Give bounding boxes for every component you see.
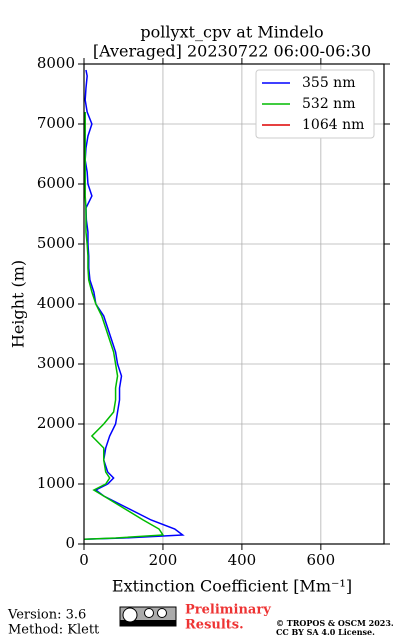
legend-label: 532 nm xyxy=(302,96,355,112)
y-tick-label: 0 xyxy=(65,534,75,552)
y-tick-label: 5000 xyxy=(37,234,75,252)
copyright: CC BY SA 4.0 License. xyxy=(276,627,375,637)
y-tick-label: 7000 xyxy=(37,114,75,132)
x-axis-label: Extinction Coefficient [Mm⁻¹] xyxy=(112,577,352,596)
y-axis-label: Height (m) xyxy=(9,260,28,348)
preliminary: Preliminary xyxy=(185,603,271,618)
copyright: © TROPOS & OSCM 2023. xyxy=(276,618,394,628)
y-tick-label: 1000 xyxy=(37,474,75,492)
version: Version: 3.6 xyxy=(7,608,86,623)
plot-frame xyxy=(83,63,385,545)
chart-subtitle: [Averaged] 20230722 06:00-06:30 xyxy=(93,42,371,61)
x-tick-label: 600 xyxy=(307,551,336,569)
y-tick-label: 6000 xyxy=(37,174,75,192)
y-tick-label: 8000 xyxy=(37,54,75,72)
chart-title: pollyxt_cpv at Mindelo xyxy=(140,23,323,42)
x-tick-label: 200 xyxy=(149,551,178,569)
legend-label: 1064 nm xyxy=(302,117,364,133)
profile-line xyxy=(83,112,165,540)
y-tick-label: 2000 xyxy=(37,414,75,432)
x-tick-label: 400 xyxy=(228,551,257,569)
legend-box xyxy=(255,69,375,139)
profile-line xyxy=(83,69,185,540)
y-tick-label: 4000 xyxy=(37,294,75,312)
y-tick-label: 3000 xyxy=(37,354,75,372)
x-tick-label: 0 xyxy=(79,551,89,569)
cc-logo xyxy=(119,606,177,627)
legend-label: 355 nm xyxy=(302,75,355,91)
preliminary: Results. xyxy=(185,618,244,633)
method: Method: Klett xyxy=(8,623,100,638)
